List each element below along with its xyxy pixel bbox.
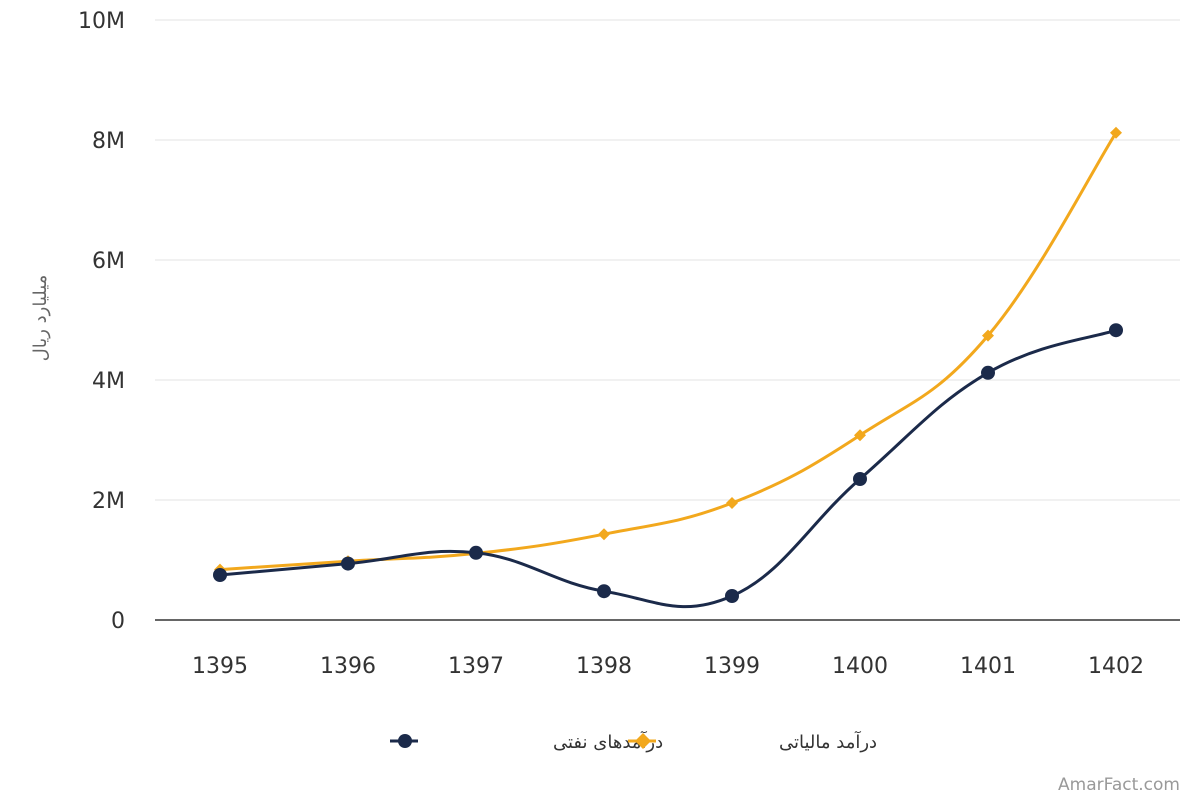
watermark: AmarFact.com: [1058, 775, 1180, 795]
data-point-oil[interactable]: [597, 584, 611, 599]
x-tick-label: 1400: [832, 654, 888, 679]
legend-marker-tax: [635, 733, 651, 749]
legend-marker-oil: [398, 734, 412, 748]
data-point-oil[interactable]: [341, 556, 355, 571]
axis-layer: 0 2M 4M 6M 8M 10M 1395 1396 1397 1398 1399 1400 1401…: [78, 9, 1144, 679]
x-tick-label: 1396: [320, 654, 376, 679]
y-tick-label: 0: [111, 609, 125, 634]
data-point-oil[interactable]: [725, 589, 739, 603]
y-axis-label: میلیارد ریال: [30, 275, 51, 362]
legend-label-tax: درآمد مالیاتی: [779, 730, 877, 753]
x-tick-label: 1401: [960, 654, 1016, 679]
y-tick-label: 8M: [92, 129, 125, 154]
legend[interactable]: درآمدهای نفتی درآمد مالیاتی: [390, 730, 877, 753]
data-point-oil[interactable]: [853, 472, 867, 486]
y-tick-label: 10M: [78, 9, 125, 34]
legend-item-oil-revenue[interactable]: درآمدهای نفتی: [390, 730, 663, 753]
grid-layer: [155, 19, 1180, 621]
data-point-oil[interactable]: [213, 568, 227, 582]
data-point-tax[interactable]: [598, 528, 610, 541]
x-tick-label: 1402: [1088, 654, 1144, 679]
data-point-tax[interactable]: [854, 429, 866, 442]
series-layer: [213, 126, 1123, 609]
x-tick-label: 1395: [192, 654, 248, 679]
x-tick-label: 1399: [704, 654, 760, 679]
y-tick-label: 2M: [92, 489, 125, 514]
data-point-oil[interactable]: [981, 365, 995, 380]
x-tick-label: 1397: [448, 654, 504, 679]
data-point-oil[interactable]: [1109, 323, 1123, 338]
series-line-oil: [219, 328, 1117, 609]
data-point-tax[interactable]: [982, 329, 994, 342]
data-point-tax[interactable]: [1110, 126, 1122, 139]
data-point-tax[interactable]: [726, 497, 738, 509]
x-tick-label: 1398: [576, 654, 632, 679]
y-tick-label: 4M: [92, 369, 125, 394]
data-point-oil[interactable]: [469, 545, 483, 560]
series-line-tax: [219, 131, 1118, 572]
legend-item-tax-revenue[interactable]: درآمد مالیاتی: [628, 730, 877, 753]
legend-label-oil: درآمدهای نفتی: [553, 730, 663, 753]
y-tick-label: 6M: [92, 249, 125, 274]
